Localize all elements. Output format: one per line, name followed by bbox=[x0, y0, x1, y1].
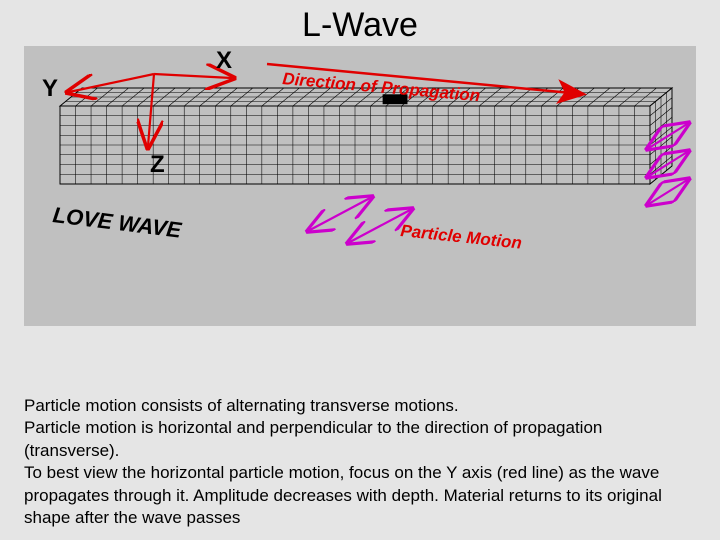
love-wave-diagram: X Y Z Direction of Propagation LOVE WAVE… bbox=[24, 46, 696, 326]
desc-line-3: To best view the horizontal particle mot… bbox=[24, 463, 662, 527]
z-axis-label: Z bbox=[150, 151, 165, 178]
desc-line-2: Particle motion is horizontal and perpen… bbox=[24, 418, 602, 459]
wave-name-label: LOVE WAVE bbox=[51, 202, 184, 243]
desc-line-1: Particle motion consists of alternating … bbox=[24, 396, 459, 415]
particle-motion-label: Particle Motion bbox=[400, 221, 523, 253]
x-axis-label: X bbox=[216, 47, 232, 74]
y-axis-label: Y bbox=[42, 75, 58, 102]
x-axis-arrow bbox=[154, 74, 232, 78]
description-text: Particle motion consists of alternating … bbox=[24, 395, 700, 530]
diagram-panel: X Y Z Direction of Propagation LOVE WAVE… bbox=[24, 46, 696, 326]
page-title: L-Wave bbox=[0, 6, 720, 45]
